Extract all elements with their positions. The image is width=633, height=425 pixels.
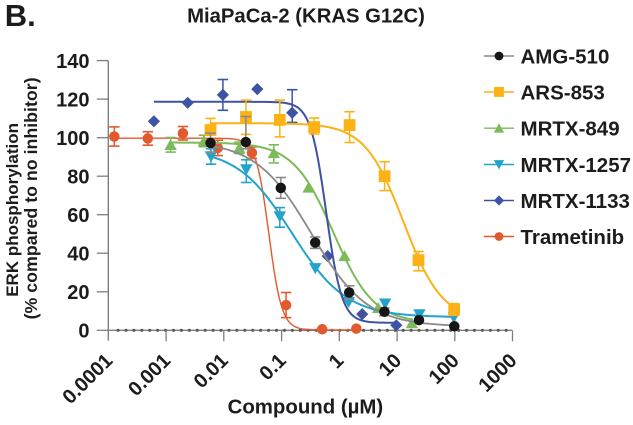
svg-text:0: 0 [78,321,89,343]
svg-text:B.: B. [5,0,36,33]
svg-text:80: 80 [67,166,89,188]
svg-text:40: 40 [67,243,89,265]
svg-text:140: 140 [56,51,89,73]
svg-text:MRTX-1133: MRTX-1133 [521,190,630,213]
svg-text:120: 120 [56,89,89,111]
svg-text:60: 60 [67,205,89,227]
svg-text:(% compared to no inhibitor): (% compared to no inhibitor) [21,77,41,319]
svg-text:AMG-510: AMG-510 [521,45,610,68]
svg-text:100: 100 [56,128,89,150]
svg-text:Trametinib: Trametinib [521,226,625,249]
svg-text:Compound (µM): Compound (µM) [228,396,384,418]
svg-text:MiaPaCa-2 (KRAS G12C): MiaPaCa-2 (KRAS G12C) [187,6,425,28]
svg-text:20: 20 [67,282,89,304]
svg-text:ARS-853: ARS-853 [521,81,605,104]
svg-text:ERK phosphorylation: ERK phosphorylation [3,123,22,297]
svg-text:MRTX-1257: MRTX-1257 [521,154,632,177]
svg-text:MRTX-849: MRTX-849 [521,118,620,141]
